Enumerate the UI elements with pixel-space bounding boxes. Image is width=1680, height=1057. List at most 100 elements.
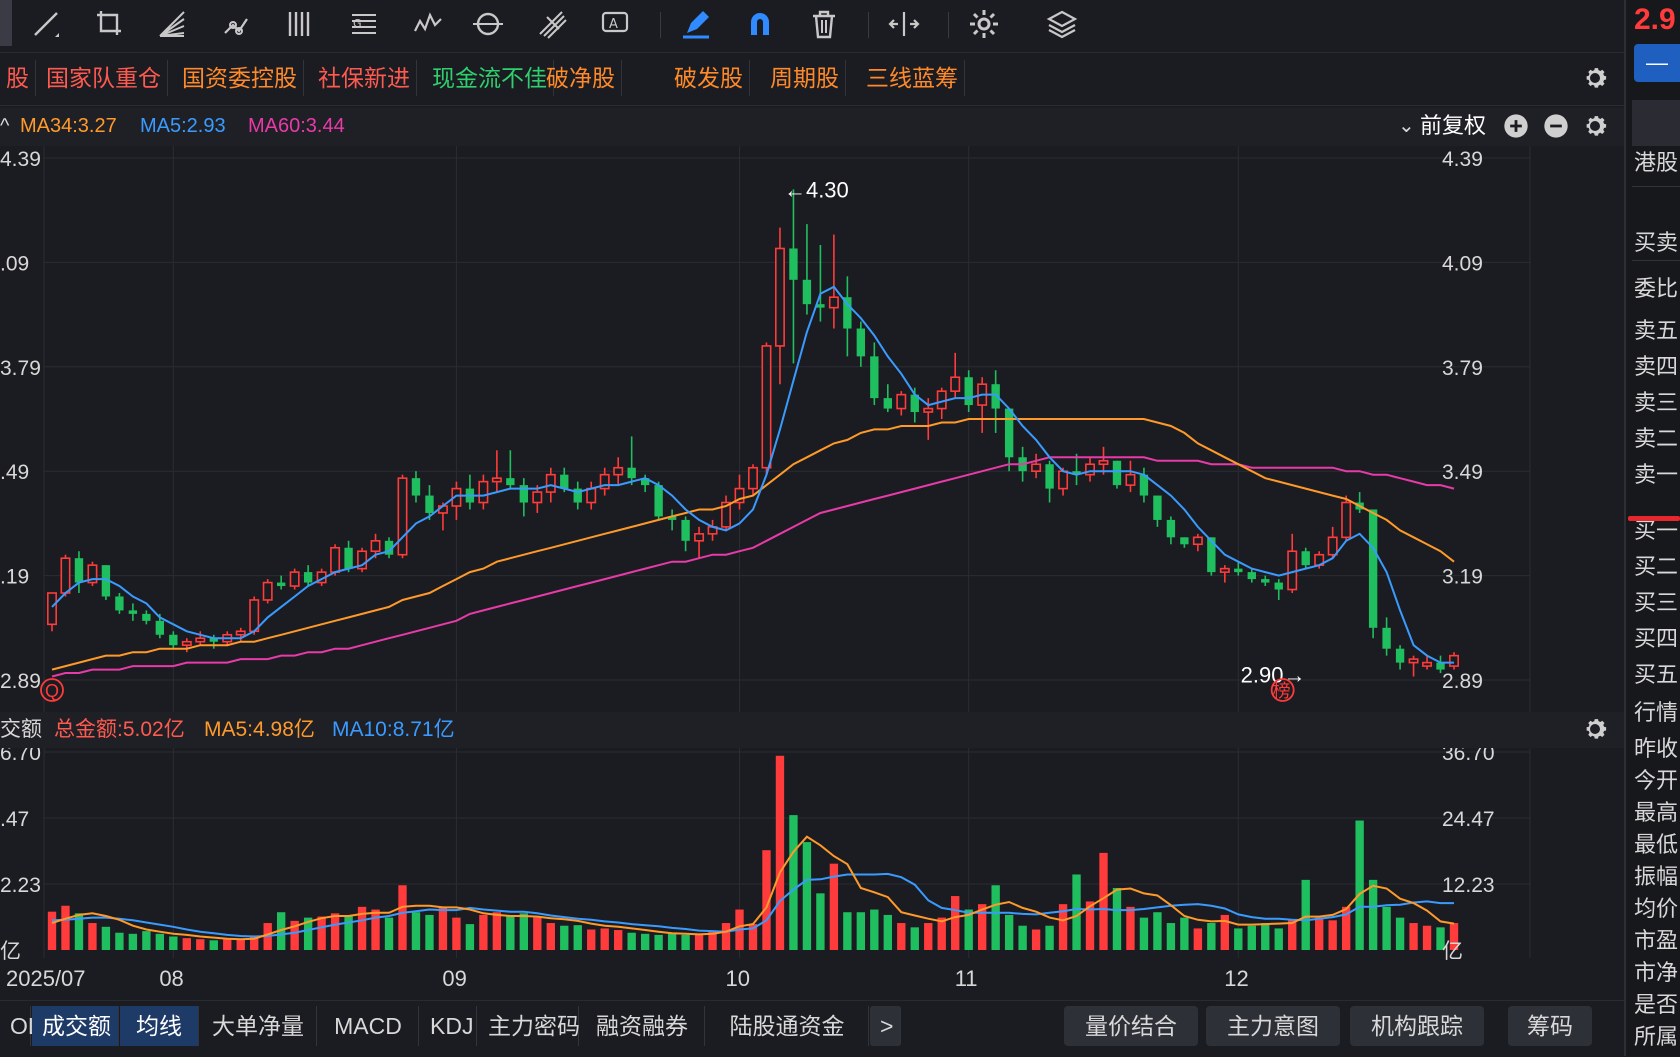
cycle-tool-icon[interactable]	[470, 6, 506, 42]
event-marker-circle[interactable]	[40, 678, 64, 702]
tag-settings-gear-icon[interactable]	[1580, 63, 1610, 93]
kline-ytick-right: 4.39	[1442, 148, 1483, 171]
indicator-tab[interactable]: OL	[0, 1006, 41, 1046]
adjust-mode-label[interactable]: 前复权	[1420, 113, 1487, 138]
volume-bar	[1166, 923, 1176, 950]
indicator-tab[interactable]: 陆股通资金	[706, 1006, 869, 1046]
zoom-out-icon[interactable]	[1542, 112, 1570, 140]
candle-body-down	[1139, 474, 1149, 496]
candle-body-up	[397, 477, 408, 556]
candle-body-up	[532, 491, 543, 504]
concept-tag[interactable]: 周期股	[764, 60, 846, 96]
candle-body-up	[761, 345, 772, 469]
concept-tag[interactable]: 股	[0, 60, 36, 96]
volume-bar	[169, 936, 178, 950]
volume-bar	[883, 914, 892, 950]
trash-icon[interactable]	[806, 6, 842, 42]
candle-body-up	[235, 630, 246, 636]
fan-tool-icon[interactable]	[154, 6, 190, 42]
indicator-tab[interactable]: 成交额	[32, 1006, 119, 1046]
node-tool-icon[interactable]	[218, 6, 254, 42]
candle-body-down	[1004, 408, 1014, 458]
wave-tool-icon[interactable]	[410, 6, 446, 42]
concept-tag[interactable]: 破发股	[668, 60, 750, 96]
volume-bar	[1315, 917, 1324, 950]
quote-field-label: 市净	[1634, 960, 1679, 985]
candle-body-down	[1153, 495, 1162, 520]
analysis-button[interactable]: 主力意图	[1206, 1006, 1340, 1046]
text-lines-icon[interactable]: G	[346, 6, 382, 42]
ma34-line	[51, 418, 1455, 671]
crop-tool-icon[interactable]	[92, 6, 128, 42]
analysis-button[interactable]: 机构跟踪	[1350, 1006, 1484, 1046]
zoom-in-icon[interactable]	[1502, 112, 1530, 140]
candle-body-down	[506, 478, 515, 486]
candle-body-down	[101, 565, 111, 597]
indicator-tab[interactable]: 主力密码	[478, 1006, 580, 1046]
candle-body-up	[478, 480, 489, 504]
adjust-dropdown-chevron-icon[interactable]: ⌄	[1398, 115, 1415, 137]
gear-icon[interactable]	[966, 6, 1002, 42]
indicator-tab[interactable]: KDJ	[420, 1006, 477, 1046]
magnet-icon[interactable]	[742, 6, 778, 42]
quote-field-label: 委比	[1634, 276, 1679, 301]
quote-field-label: 所属	[1634, 1024, 1679, 1049]
parallel-lines-icon[interactable]	[282, 6, 318, 42]
candle-body-up	[195, 637, 206, 643]
volume-total: 总金额:5.02亿	[54, 718, 185, 741]
toolbar-separator	[868, 12, 869, 38]
candle-body-up	[87, 564, 98, 584]
volume-bar	[142, 931, 151, 950]
indicator-tab[interactable]: 融资融券	[580, 1006, 705, 1046]
candle-body-up	[1031, 463, 1042, 472]
candle-body-up	[330, 546, 341, 573]
volume-bar	[802, 842, 812, 950]
annotation-icon[interactable]: A	[598, 6, 634, 42]
concept-tag[interactable]: 国家队重仓	[40, 60, 168, 96]
candle-body-down	[789, 248, 798, 280]
candle-body-down	[411, 478, 421, 496]
concept-tag[interactable]: 社保新进	[312, 60, 417, 96]
xtick-label: 12	[1224, 966, 1248, 991]
indicator-tab[interactable]: 均线	[120, 1006, 199, 1046]
candle-body-down	[1395, 648, 1405, 663]
volume-bar	[1126, 906, 1135, 950]
candle-body-down	[883, 398, 892, 409]
candle-body-up	[60, 557, 71, 594]
indicator-tab[interactable]: MACD	[318, 1006, 419, 1046]
event-marker-label: 榜	[1273, 681, 1291, 701]
volume-bar	[452, 917, 461, 950]
analysis-button[interactable]: 筹码	[1508, 1006, 1592, 1046]
candle-body-up	[1125, 473, 1136, 486]
event-marker-circle[interactable]	[1270, 678, 1295, 702]
volume-ma5: MA5:4.98亿	[204, 718, 315, 741]
line-tool-icon[interactable]	[28, 6, 64, 42]
indicator-tab[interactable]: >	[870, 1006, 901, 1046]
expand-icon[interactable]	[886, 6, 922, 42]
indicator-tab[interactable]: 大单净量	[200, 1006, 317, 1046]
volume-bar	[506, 916, 515, 950]
concept-tag[interactable]: 破净股	[540, 60, 622, 96]
fork-tool-icon[interactable]	[534, 6, 570, 42]
volume-bar	[1207, 923, 1216, 950]
candle-body-down	[627, 467, 636, 479]
candle-body-down	[856, 328, 866, 357]
candle-body-up	[451, 487, 462, 507]
volume-ma10-line	[51, 872, 1454, 938]
concept-tag[interactable]: 三线蓝筹	[860, 60, 965, 96]
volume-settings-gear-icon[interactable]	[1580, 714, 1610, 744]
volume-bar	[330, 913, 340, 950]
price-change-button[interactable]: —	[1634, 44, 1680, 82]
candle-body-up	[1192, 536, 1203, 546]
volume-bar	[587, 929, 596, 950]
analysis-button[interactable]: 量价结合	[1064, 1006, 1198, 1046]
concept-tag[interactable]: 现金流不佳	[426, 60, 554, 96]
svg-text:G: G	[353, 17, 362, 30]
layers-icon[interactable]	[1044, 6, 1080, 42]
volume-bar	[1355, 820, 1364, 950]
kline-settings-gear-icon[interactable]	[1580, 111, 1610, 141]
volume-bar	[519, 913, 529, 950]
kline-chart[interactable]: 4.39 4.39 4.09 .09 3.79 3.79 3.49 .49 3.19 .19 2.8…	[0, 0, 1624, 1000]
pencil-icon[interactable]	[678, 6, 714, 42]
concept-tag[interactable]: 国资委控股	[176, 60, 304, 96]
